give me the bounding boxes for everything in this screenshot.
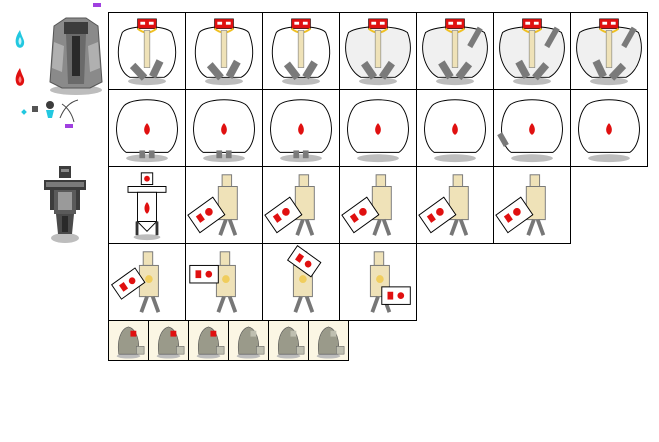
- sprite-frame: [339, 12, 417, 90]
- sprite-frame: [108, 166, 186, 244]
- robed-figure-row-sprite: [117, 18, 177, 86]
- cloak-blob-row-sprite: [270, 99, 332, 163]
- sprite-frame: [416, 166, 494, 244]
- sprite-frame: [493, 166, 571, 244]
- sprite-frame: [493, 89, 571, 167]
- sprite-frame: [339, 166, 417, 244]
- sprite-frame: [148, 320, 189, 361]
- shield-swing-row-sprite: [189, 251, 238, 313]
- cloak-blob-row-sprite: [116, 99, 178, 163]
- sprite-frame: [262, 166, 340, 244]
- sprite-frame: [416, 89, 494, 167]
- cloak-blob-row-sprite: [424, 99, 486, 163]
- item-pickups-icons: [21, 99, 79, 123]
- purple-marker-icon: [65, 124, 73, 128]
- sprite-frame: [339, 243, 417, 321]
- shield-swing-row-sprite: [369, 251, 411, 313]
- shield-swing-row-sprite: [110, 251, 161, 313]
- sprite-frame: [185, 12, 263, 90]
- robed-figure-row-sprite: [422, 18, 488, 86]
- hooded-mini-row-sprite: [196, 326, 225, 359]
- grey-cloak-sprite: [49, 17, 103, 95]
- hooded-mini-row-sprite: [156, 326, 185, 359]
- sprite-frame: [108, 243, 186, 321]
- sprite-frame: [185, 89, 263, 167]
- armored-knight-sprite: [44, 166, 86, 243]
- sprite-frame: [185, 166, 263, 244]
- cloak-blob-row-sprite: [347, 99, 409, 163]
- shield-bearer-row-sprite: [264, 174, 315, 236]
- shield-bearer-row-sprite: [187, 174, 238, 236]
- sprite-frame: [570, 89, 648, 167]
- sprite-frame: [188, 320, 229, 361]
- robed-figure-row-sprite: [271, 18, 331, 86]
- sprite-frame: [185, 243, 263, 321]
- sprite-frame: [308, 320, 349, 361]
- robed-figure-row-sprite: [345, 18, 411, 86]
- robed-figure-row-sprite: [194, 18, 254, 86]
- shield-bearer-row-sprite: [127, 172, 167, 241]
- sprite-frame: [339, 89, 417, 167]
- sprite-frame: [493, 12, 571, 90]
- hooded-mini-row-sprite: [236, 326, 265, 359]
- robed-figure-row-sprite: [499, 18, 565, 86]
- purple-marker-icon: [93, 3, 101, 7]
- cloak-blob-row-sprite: [497, 99, 563, 163]
- left-panel: [0, 0, 106, 442]
- sprite-frame: [268, 320, 309, 361]
- cyan-flame-icon: [15, 30, 25, 48]
- sprite-frame: [108, 320, 149, 361]
- sprite-frame: [262, 243, 340, 321]
- shield-bearer-row-sprite: [495, 174, 546, 236]
- shield-bearer-row-sprite: [418, 174, 469, 236]
- cloak-blob-row-sprite: [193, 99, 255, 163]
- shield-swing-row-sprite: [286, 245, 322, 313]
- robed-figure-row-sprite: [576, 18, 642, 86]
- hooded-mini-row-sprite: [276, 326, 305, 359]
- sprite-frame: [570, 12, 648, 90]
- red-flame-icon: [15, 68, 25, 86]
- cloak-blob-row-sprite: [578, 99, 640, 163]
- sprite-frame: [262, 12, 340, 90]
- sprite-frame: [228, 320, 269, 361]
- hooded-mini-row-sprite: [316, 326, 345, 359]
- sprite-frame: [416, 12, 494, 90]
- sprite-frame: [108, 12, 186, 90]
- hooded-mini-row-sprite: [116, 326, 145, 359]
- sprite-frame: [108, 89, 186, 167]
- shield-bearer-row-sprite: [341, 174, 392, 236]
- sprite-frame: [262, 89, 340, 167]
